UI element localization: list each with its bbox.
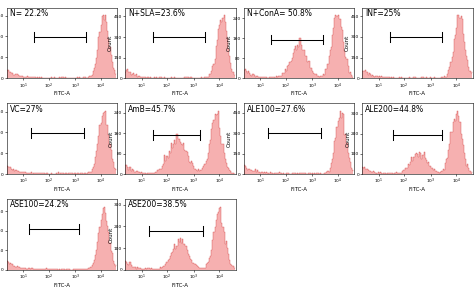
Text: AmB=45.7%: AmB=45.7% (128, 105, 177, 114)
Text: ALE200=44.8%: ALE200=44.8% (365, 105, 424, 114)
Text: N+ConA= 50.8%: N+ConA= 50.8% (247, 9, 312, 18)
X-axis label: FITC-A: FITC-A (409, 91, 426, 96)
Y-axis label: Count: Count (345, 131, 350, 147)
Text: ALE100=27.6%: ALE100=27.6% (247, 105, 306, 114)
Y-axis label: Count: Count (227, 35, 232, 51)
Y-axis label: Count: Count (108, 226, 113, 243)
Y-axis label: Count: Count (227, 131, 232, 147)
X-axis label: FITC-A: FITC-A (172, 187, 189, 192)
X-axis label: FITC-A: FITC-A (291, 91, 308, 96)
Y-axis label: Count: Count (345, 35, 350, 51)
Text: N+SLA=23.6%: N+SLA=23.6% (128, 9, 185, 18)
Text: VC=27%: VC=27% (10, 105, 44, 114)
X-axis label: FITC-A: FITC-A (172, 283, 189, 287)
Text: ASE100=24.2%: ASE100=24.2% (10, 200, 69, 210)
Text: N= 22.2%: N= 22.2% (10, 9, 48, 18)
Y-axis label: Count: Count (108, 131, 113, 147)
Y-axis label: Count: Count (108, 35, 113, 51)
X-axis label: FITC-A: FITC-A (54, 91, 71, 96)
X-axis label: FITC-A: FITC-A (409, 187, 426, 192)
Text: INF=25%: INF=25% (365, 9, 401, 18)
X-axis label: FITC-A: FITC-A (172, 91, 189, 96)
X-axis label: FITC-A: FITC-A (54, 187, 71, 192)
X-axis label: FITC-A: FITC-A (54, 283, 71, 287)
Text: ASE200=38.5%: ASE200=38.5% (128, 200, 188, 210)
X-axis label: FITC-A: FITC-A (291, 187, 308, 192)
